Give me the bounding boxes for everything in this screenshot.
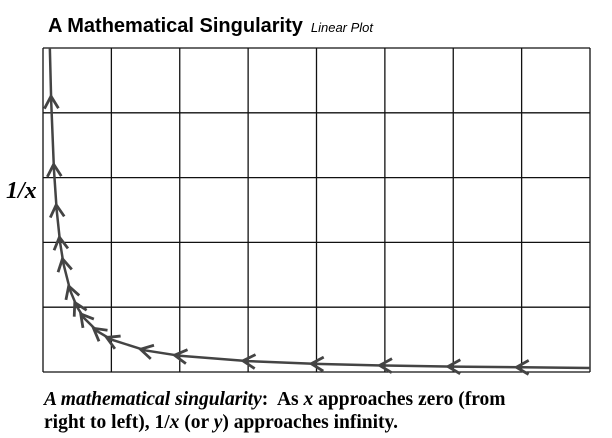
caption-part: right to left), 1/ bbox=[44, 412, 170, 433]
caption-part: : As bbox=[262, 389, 304, 410]
caption-part: x bbox=[169, 412, 180, 433]
caption-part: ) approaches infinity. bbox=[222, 412, 398, 433]
caption-part: x bbox=[303, 389, 314, 410]
curve bbox=[43, 47, 591, 376]
caption-part: y bbox=[212, 412, 223, 433]
chart-title: A Mathematical Singularity bbox=[48, 15, 304, 37]
caption-part: A mathematical singularity bbox=[42, 389, 262, 410]
y-axis-label: 1/x bbox=[6, 178, 37, 204]
caption-line: A mathematical singularity: As x approac… bbox=[42, 389, 506, 410]
caption-line: right to left), 1/x (or y) approaches in… bbox=[44, 412, 398, 433]
chart-subtitle: Linear Plot bbox=[311, 20, 375, 35]
caption-part: (or bbox=[179, 412, 213, 433]
caption-part: approaches zero (from bbox=[313, 389, 505, 410]
